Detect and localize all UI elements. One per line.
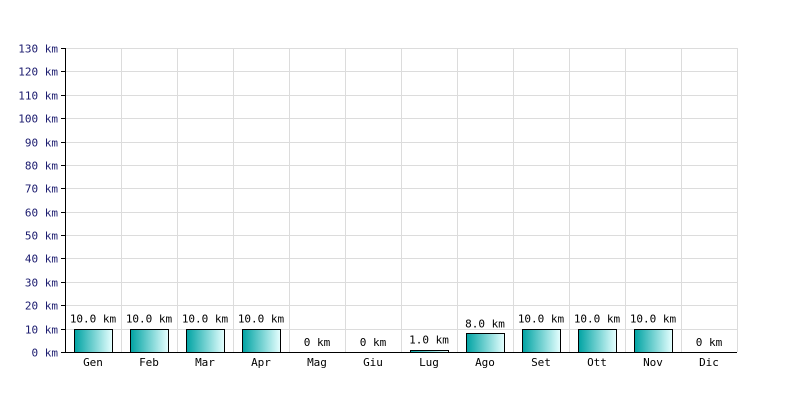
grid — [65, 48, 738, 352]
data-label-ago: 8.0 km — [465, 317, 505, 330]
y-axis-tick-label: 30 km — [25, 277, 58, 290]
y-axis-tick-label: 40 km — [25, 253, 58, 266]
x-axis-label-feb: Feb — [139, 356, 159, 369]
data-label-mar: 10.0 km — [182, 313, 229, 326]
data-label-mag: 0 km — [304, 336, 331, 349]
bar-feb — [130, 329, 169, 353]
data-label-giu: 0 km — [360, 336, 387, 349]
data-label-set: 10.0 km — [518, 313, 565, 326]
x-axis-category-labels: Gen Feb Mar Apr Mag Giu Lug Ago Set Ott Nov Dic — [83, 356, 719, 369]
bar-apr — [242, 329, 281, 353]
x-axis-label-apr: Apr — [251, 356, 271, 369]
bar-gen — [74, 329, 113, 353]
data-label-ott: 10.0 km — [574, 313, 621, 326]
y-axis-tick-label: 120 km — [18, 66, 58, 79]
y-axis-tick-label: 110 km — [18, 90, 58, 103]
y-axis-tick-label: 70 km — [25, 183, 58, 196]
x-axis-label-nov: Nov — [643, 356, 663, 369]
x-axis-label-set: Set — [531, 356, 551, 369]
data-label-nov: 10.0 km — [630, 313, 677, 326]
data-label-gen: 10.0 km — [70, 313, 117, 326]
x-axis-label-dic: Dic — [699, 356, 719, 369]
x-axis-label-ago: Ago — [475, 356, 495, 369]
bar-ago — [466, 333, 505, 353]
y-axis-tick-label: 10 km — [25, 324, 58, 337]
data-label-dic: 0 km — [696, 336, 723, 349]
x-axis-label-mar: Mar — [195, 356, 215, 369]
y-axis-tick-label: 90 km — [25, 137, 58, 150]
bar-nov — [634, 329, 673, 353]
y-axis-tick-label: 20 km — [25, 300, 58, 313]
x-axis-label-giu: Giu — [363, 356, 383, 369]
bars — [74, 329, 673, 353]
y-axis-tick-label: 80 km — [25, 160, 58, 173]
data-label-apr: 10.0 km — [238, 313, 285, 326]
bar-mar — [186, 329, 225, 353]
y-axis-tick-label: 0 km — [32, 347, 59, 360]
data-label-feb: 10.0 km — [126, 313, 173, 326]
y-axis-tick-label: 130 km — [18, 43, 58, 56]
bar-lug — [410, 350, 449, 353]
x-axis-label-ott: Ott — [587, 356, 607, 369]
data-label-lug: 1.0 km — [409, 334, 449, 347]
y-axis-tick-label: 100 km — [18, 113, 58, 126]
axes — [61, 48, 737, 353]
y-axis-tick-label: 60 km — [25, 207, 58, 220]
data-labels: 10.0 km 10.0 km 10.0 km 10.0 km 0 km 0 km 1.0 … — [70, 313, 723, 349]
y-axis-tick-labels: 0 km 10 km 20 km 30 km 40 km 50 km 60 km 70 km 8… — [18, 43, 58, 360]
x-axis-label-mag: Mag — [307, 356, 327, 369]
bar-ott — [578, 329, 617, 353]
x-axis-label-gen: Gen — [83, 356, 103, 369]
x-axis-label-lug: Lug — [419, 356, 439, 369]
y-axis-tick-label: 50 km — [25, 230, 58, 243]
bar-set — [522, 329, 561, 353]
